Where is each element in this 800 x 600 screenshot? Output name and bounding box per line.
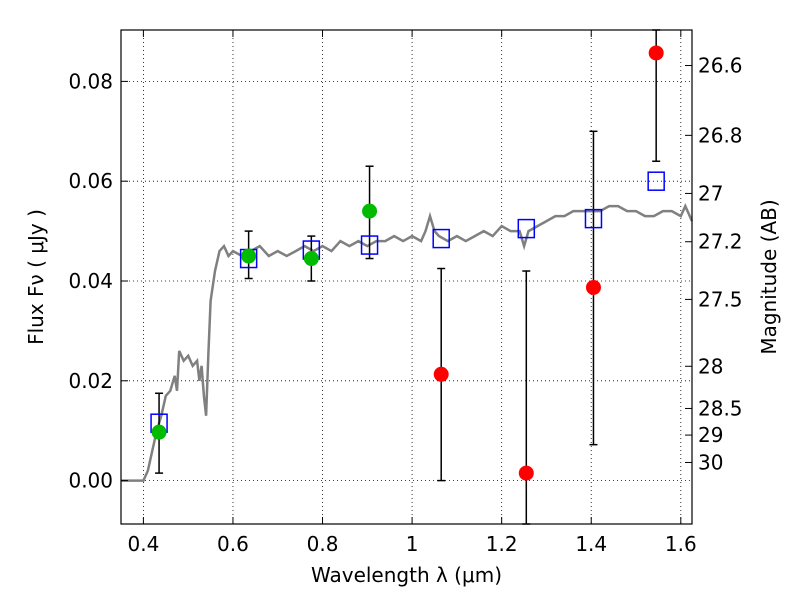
x-tick-label: 0.4 xyxy=(127,532,159,556)
y-tick-label: 0.04 xyxy=(68,269,113,293)
x-axis-label: Wavelength λ (μm) xyxy=(311,563,502,587)
model-point xyxy=(647,171,665,191)
detection-point xyxy=(362,203,378,219)
y-axis-label: Flux Fν ( μJy ) xyxy=(24,209,48,345)
magnitude-tick-label: 29 xyxy=(698,423,723,447)
x-tick-label: 1.4 xyxy=(575,532,607,556)
magnitude-axis-label: Magnitude (AB) xyxy=(757,199,781,354)
magnitude-tick-label: 28 xyxy=(698,354,723,378)
nondetection-point xyxy=(518,465,534,481)
nondetection-point xyxy=(585,279,601,295)
x-tick-label: 1 xyxy=(406,532,419,556)
nondetection-point xyxy=(433,366,449,382)
magnitude-tick-label: 27.5 xyxy=(698,287,743,311)
magnitude-tick-label: 27 xyxy=(698,181,723,205)
y-tick-label: 0.02 xyxy=(68,369,113,393)
model-point xyxy=(584,208,603,229)
x-tick-label: 1.2 xyxy=(486,532,518,556)
template-spectrum xyxy=(121,203,694,482)
magnitude-tick-label: 26.6 xyxy=(698,54,743,78)
observed-points xyxy=(151,45,664,481)
model-point xyxy=(360,235,379,255)
magnitude-tick-label: 28.5 xyxy=(698,396,743,420)
magnitude-axis-ticks: 26.6 26.8 27 27.2 27.5 28 28.5 29 30 xyxy=(685,54,743,474)
x-axis-ticks: 0.4 0.6 0.8 1 1.2 1.4 1.6 xyxy=(127,30,697,556)
y-tick-label: 0.08 xyxy=(68,69,113,93)
detection-point xyxy=(241,248,257,264)
y-axis-ticks: 0.00 0.02 0.04 0.06 0.08 xyxy=(68,69,128,493)
y-tick-label: 0.06 xyxy=(68,169,113,193)
y-tick-label: 0.00 xyxy=(68,469,113,493)
magnitude-tick-label: 27.2 xyxy=(698,230,743,254)
detection-point xyxy=(303,251,319,267)
x-tick-label: 0.6 xyxy=(217,532,249,556)
template-spectrum-line xyxy=(121,203,694,482)
x-tick-label: 1.6 xyxy=(665,532,697,556)
magnitude-tick-label: 30 xyxy=(698,450,723,474)
plot-frame xyxy=(120,29,693,525)
magnitude-tick-label: 26.8 xyxy=(698,123,743,147)
model-point xyxy=(517,218,536,239)
x-tick-label: 0.8 xyxy=(307,532,339,556)
nondetection-point xyxy=(648,45,664,61)
detection-point xyxy=(151,424,167,440)
model-point xyxy=(432,228,450,249)
